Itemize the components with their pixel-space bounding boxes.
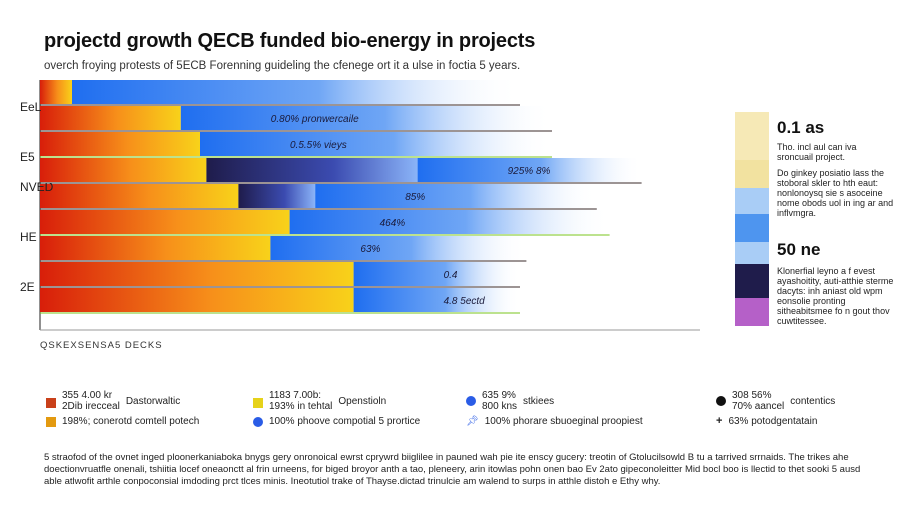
legend-item-1-label: Dastorwaltic (125, 396, 181, 407)
side-text-2: Do ginkey posiatio lass the stoboral skl… (777, 168, 894, 218)
y-tick-label-1: E5 (20, 150, 35, 164)
legend-item-2: 198%; conerotd comtell potech (46, 416, 199, 427)
legend-item-4-text: 100% phoove compotial 5 prortice (269, 416, 421, 427)
legend-swatch-orange (46, 417, 56, 427)
footnote-text: 5 straofod of the ovnet inged ploonerkan… (44, 452, 861, 487)
bar-row-4-established (40, 184, 239, 208)
bar-row-6-established (40, 236, 271, 260)
side-swatch-light-blue (735, 188, 769, 214)
legend-item-1: 355 4.00 kr 2Dib irecceal Dastorwaltic (46, 390, 180, 412)
bar-value-label-4: 85% (405, 192, 425, 203)
bar-value-label-1: 0.80% pronwercaile (271, 114, 359, 125)
side-text-1: Tho. incl aul can iva sroncuail project. (777, 142, 857, 162)
side-swatch-navy (735, 264, 769, 298)
legend-item-3-text: 1183 7.00b: 193% in tehtal (269, 390, 332, 412)
legend-dot-blue (253, 417, 263, 427)
legend-item-5: 635 9% 800 kns stkiees (466, 390, 554, 412)
bar-row-1-established (40, 106, 181, 130)
legend-item-7-sub: 70% aancel (732, 401, 785, 412)
bar-value-label-5: 464% (380, 218, 406, 229)
bar-row-6-new (270, 236, 527, 260)
bar-row-1-new (180, 106, 553, 130)
legend-item-7-text: 308 56% 70% aancel (732, 390, 784, 412)
legend-item-5-sub: 800 kns (482, 401, 518, 412)
bar-row-8-new (353, 288, 520, 312)
legend-item-5-text: 635 9% 800 kns (482, 390, 517, 412)
bar-row-3-established (40, 158, 207, 182)
bar-row-2-new (200, 132, 552, 156)
chart-subtitle: overch froying protests of 5ECB Forennin… (44, 60, 521, 72)
bar-value-label-6: 63% (360, 244, 380, 255)
legend-item-1-sub: 2Dib irecceal (62, 401, 120, 412)
legend-item-1-value: 355 4.00 kr (62, 390, 113, 401)
legend-item-3-label: Openstioln (338, 396, 387, 407)
side-annotation-panel: 0.1 as Tho. incl aul can iva sroncuail p… (735, 112, 895, 326)
legend-item-8-text: 63% potodgentatain (728, 416, 818, 427)
pin-icon: 📌︎ (466, 416, 479, 427)
bar-row-4-new (315, 184, 597, 208)
bar-row-5-new (289, 210, 610, 234)
side-heading-2: 50 ne (777, 240, 821, 259)
legend-item-3-sub: 193% in tehtal (269, 401, 333, 412)
bar-row-4-growth (238, 184, 316, 208)
legend-item-3: 1183 7.00b: 193% in tehtal Openstioln (253, 390, 386, 412)
bar-chart: 0.80% pronwercaile 0.5.5% vieys 925% 8% 85%… (39, 80, 700, 331)
legend-item-6-text: 100% phorare sbuoeginal proopiest (484, 416, 643, 427)
bar-value-label-3: 925% 8% (508, 166, 551, 177)
bar-row-5-established (40, 210, 290, 234)
bar-row-3-new (417, 158, 642, 182)
bar-row-7-established (40, 262, 354, 286)
side-swatch-cream (735, 112, 769, 160)
side-text-3: Klonerfial leyno a f evest ayashoitity, … (777, 266, 894, 326)
legend-item-7: 308 56% 70% aancel contentics (716, 390, 835, 412)
bar-row-8-established (40, 288, 354, 312)
y-tick-label-0: EeL (20, 100, 42, 114)
bar-row-3-growth (206, 158, 418, 182)
bar-row-2-established (40, 132, 200, 156)
chart-title: projectd growth QECB funded bio-energy i… (44, 30, 536, 52)
side-heading-1: 0.1 as (777, 118, 825, 137)
legend-swatch-red (46, 398, 56, 408)
legend-dot-blue-2 (466, 396, 476, 406)
legend-item-5-label: stkiees (523, 396, 555, 407)
bar-value-label-2: 0.5.5% vieys (290, 140, 347, 151)
legend-item-7-value: 308 56% (732, 390, 772, 401)
side-swatch-sand (735, 160, 769, 188)
legend-item-4: 100% phoove compotial 5 prortice (253, 416, 420, 427)
y-tick-label-4: 2E (20, 280, 35, 294)
legend-item-7-label: contentics (790, 396, 836, 407)
y-tick-label-2: NVED (20, 180, 54, 194)
legend-dot-black (716, 396, 726, 406)
side-swatch-purple (735, 298, 769, 326)
legend-item-3-value: 1183 7.00b: (269, 390, 322, 401)
legend-item-8: + 63% potodgentatain (716, 415, 818, 428)
bar-value-label-8: 4.8 5ectd (444, 296, 486, 307)
legend-item-6: 📌︎ 100% phorare sbuoeginal proopiest (466, 416, 643, 427)
legend-item-1-text: 355 4.00 kr 2Dib irecceal (62, 390, 120, 412)
legend-item-2-text: 198%; conerotd comtell potech (62, 416, 200, 427)
bar-row-0-new (72, 80, 520, 104)
y-tick-label-3: HE (20, 230, 37, 244)
bar-value-label-7: 0.4 (444, 270, 458, 281)
legend-swatch-yellow (253, 398, 263, 408)
bar-row-7-new (353, 262, 520, 286)
bar-row-0-established (40, 80, 72, 104)
side-swatch-pale-blue (735, 242, 769, 264)
legend-item-5-value: 635 9% (482, 390, 516, 401)
side-swatch-blue (735, 214, 769, 242)
plus-icon: + (716, 415, 723, 427)
x-axis-caption: QSKEXSENSA5 DECKS (40, 340, 163, 351)
